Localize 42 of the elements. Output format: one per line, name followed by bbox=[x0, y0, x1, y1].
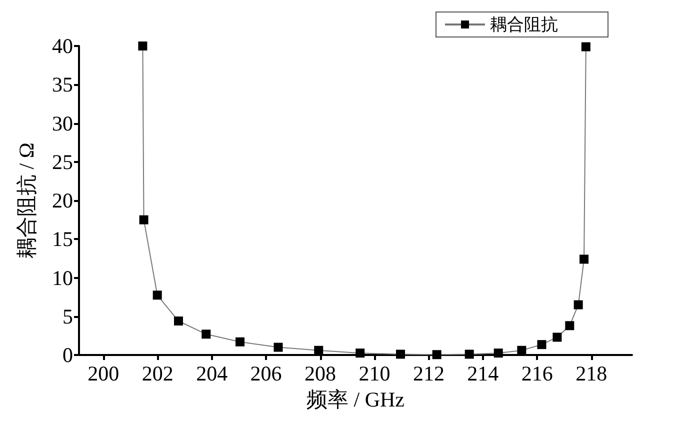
point bbox=[356, 348, 365, 358]
x-tick-label: 206 bbox=[250, 362, 282, 386]
point bbox=[396, 350, 405, 359]
point bbox=[552, 332, 562, 342]
point bbox=[574, 300, 583, 310]
y-tick-label: 35 bbox=[52, 72, 73, 97]
x-axis-title: 频率 / GHz bbox=[306, 388, 404, 412]
y-tick-label: 30 bbox=[52, 111, 73, 136]
y-tick-label: 25 bbox=[52, 150, 73, 174]
point bbox=[139, 215, 148, 224]
point bbox=[138, 42, 148, 50]
x-tick-label: 218 bbox=[576, 362, 608, 386]
x-tick-label: 204 bbox=[196, 362, 228, 386]
x-tick-label: 202 bbox=[142, 362, 174, 386]
point bbox=[464, 350, 474, 359]
point bbox=[517, 346, 526, 355]
point bbox=[202, 330, 211, 339]
legend-label: 耦合阻抗 bbox=[490, 15, 558, 34]
y-tick-label: 15 bbox=[52, 227, 73, 252]
y-axis-title: 耦合阻抗 / Ω bbox=[14, 142, 38, 258]
point bbox=[565, 321, 574, 330]
point bbox=[274, 342, 283, 352]
x-tick-label: 200 bbox=[88, 362, 120, 386]
point bbox=[432, 350, 442, 360]
y-tick-label: 20 bbox=[52, 188, 73, 212]
point bbox=[580, 254, 589, 264]
x-tick-label: 216 bbox=[521, 362, 553, 386]
point bbox=[152, 290, 162, 300]
x-tick-label: 214 bbox=[467, 362, 500, 386]
point bbox=[314, 346, 324, 355]
x-tick-label: 210 bbox=[358, 362, 390, 386]
y-tick-label: 40 bbox=[52, 34, 73, 58]
point bbox=[494, 348, 503, 358]
point bbox=[174, 316, 183, 326]
y-tick-label: 5 bbox=[62, 304, 73, 328]
y-tick-label: 10 bbox=[52, 266, 73, 290]
point bbox=[581, 42, 590, 52]
y-tick-label: 0 bbox=[62, 343, 73, 367]
x-tick-label: 208 bbox=[304, 362, 336, 386]
x-tick-label: 212 bbox=[412, 362, 444, 386]
point bbox=[537, 340, 546, 350]
point bbox=[236, 337, 245, 346]
